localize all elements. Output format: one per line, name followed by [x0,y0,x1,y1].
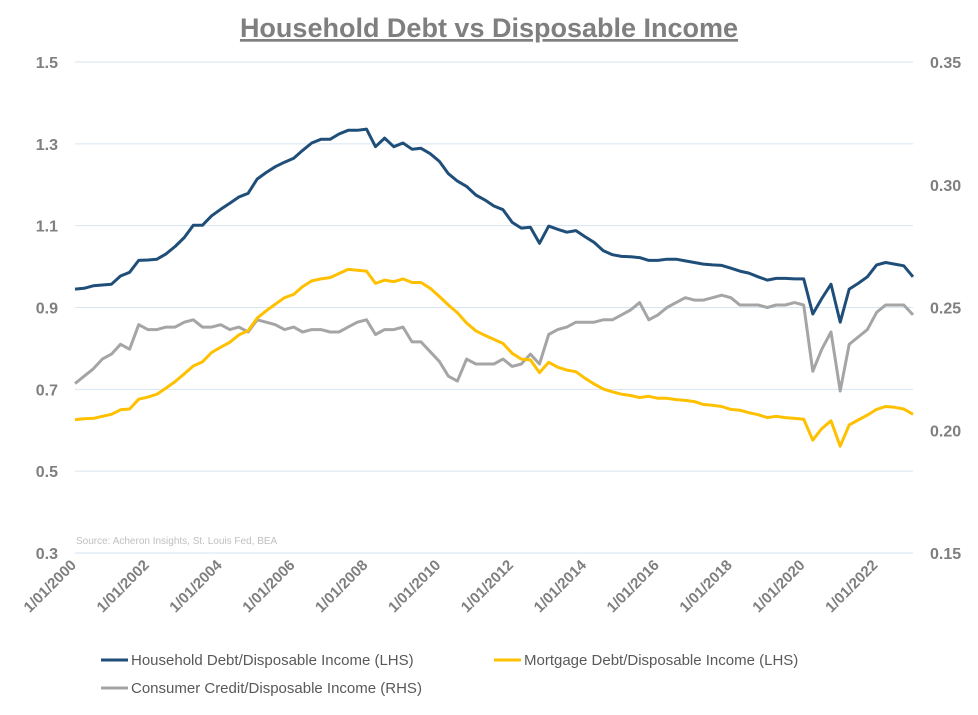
series-line-consumer-credit [74,293,915,393]
x-tick-label: 1/01/2002 [94,557,153,616]
x-tick-label: 1/01/2006 [239,557,298,616]
right-tick-label: 0.15 [930,546,961,563]
left-tick-label: 1.1 [36,219,58,236]
right-axis-ticks: 0.15 0.20 0.25 0.30 0.35 [930,55,961,563]
series-line-mortgage-debt [74,267,914,448]
x-tick-label: 1/01/2008 [312,557,371,616]
x-tick-label: 1/01/2016 [604,557,663,616]
x-tick-label: 1/01/2000 [21,557,80,616]
gridlines [75,61,913,554]
right-tick-label: 0.25 [930,301,961,318]
right-tick-label: 0.35 [930,55,961,72]
legend-label-mortgage: Mortgage Debt/Disposable Income (LHS) [524,652,798,669]
series-line-household-debt [74,127,915,324]
source-note: Source: Acheron Insights, St. Louis Fed,… [76,536,278,547]
series-lines [74,127,915,448]
legend-label-consumer: Consumer Credit/Disposable Income (RHS) [131,680,422,697]
x-tick-label: 1/01/2012 [458,557,517,616]
x-tick-label: 1/01/2010 [385,557,444,616]
right-tick-label: 0.30 [930,178,961,195]
x-tick-label: 1/01/2004 [166,556,226,616]
legend-label-household: Household Debt/Disposable Income (LHS) [131,652,414,669]
left-tick-label: 0.5 [36,464,58,481]
left-tick-label: 1.3 [36,137,58,154]
left-tick-label: 1.5 [36,55,58,72]
legend: Household Debt/Disposable Income (LHS) M… [101,652,798,697]
x-tick-label: 1/01/2014 [531,556,591,616]
x-tick-label: 1/01/2020 [749,557,808,616]
x-tick-label: 1/01/2018 [676,557,735,616]
left-axis-ticks: 0.3 0.5 0.7 0.9 1.1 1.3 1.5 [36,55,58,563]
chart-title: Household Debt vs Disposable Income [240,13,738,43]
x-axis-ticks: 1/01/2000 1/01/2002 1/01/2004 1/01/2006 1/01… [21,556,882,616]
left-tick-label: 0.3 [36,546,58,563]
x-tick-label: 1/01/2022 [822,557,881,616]
left-tick-label: 0.7 [36,382,58,399]
right-tick-label: 0.20 [930,423,961,440]
left-tick-label: 0.9 [36,301,58,318]
